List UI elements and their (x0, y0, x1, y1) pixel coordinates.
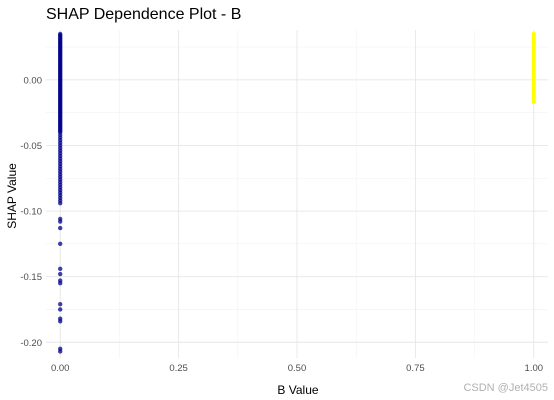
chart-title: SHAP Dependence Plot - B (46, 6, 241, 23)
data-point (58, 219, 63, 224)
data-point (58, 307, 63, 312)
data-points (58, 31, 536, 354)
y-tick-label: -0.05 (20, 141, 42, 152)
tick-labels: 0.00 0.25 0.50 0.75 1.00 0.00 -0.05 -0.10 -0.15 -… (20, 75, 543, 374)
x-tick-label: 0.75 (406, 363, 425, 374)
y-tick-label: -0.20 (20, 338, 42, 349)
x-tick-label: 0.25 (169, 363, 188, 374)
data-point (58, 225, 63, 231)
x-axis-title: B Value (277, 383, 318, 397)
data-point (58, 241, 63, 247)
data-point (58, 271, 63, 277)
y-tick-label: -0.15 (20, 272, 42, 283)
data-point (58, 302, 63, 307)
data-point (58, 200, 63, 206)
grid-lines (46, 30, 548, 358)
watermark: CSDN @Jet4505 (463, 382, 548, 394)
data-point (58, 349, 63, 354)
x-tick-label: 0.00 (51, 363, 70, 374)
data-point (58, 266, 63, 271)
data-point (58, 281, 63, 286)
data-point (58, 319, 63, 324)
y-tick-label: -0.10 (20, 207, 42, 218)
x-tick-label: 1.00 (525, 363, 544, 374)
y-tick-label: 0.00 (24, 75, 43, 86)
y-axis-title: SHAP Value (5, 163, 19, 229)
x-tick-label: 0.50 (288, 363, 307, 374)
